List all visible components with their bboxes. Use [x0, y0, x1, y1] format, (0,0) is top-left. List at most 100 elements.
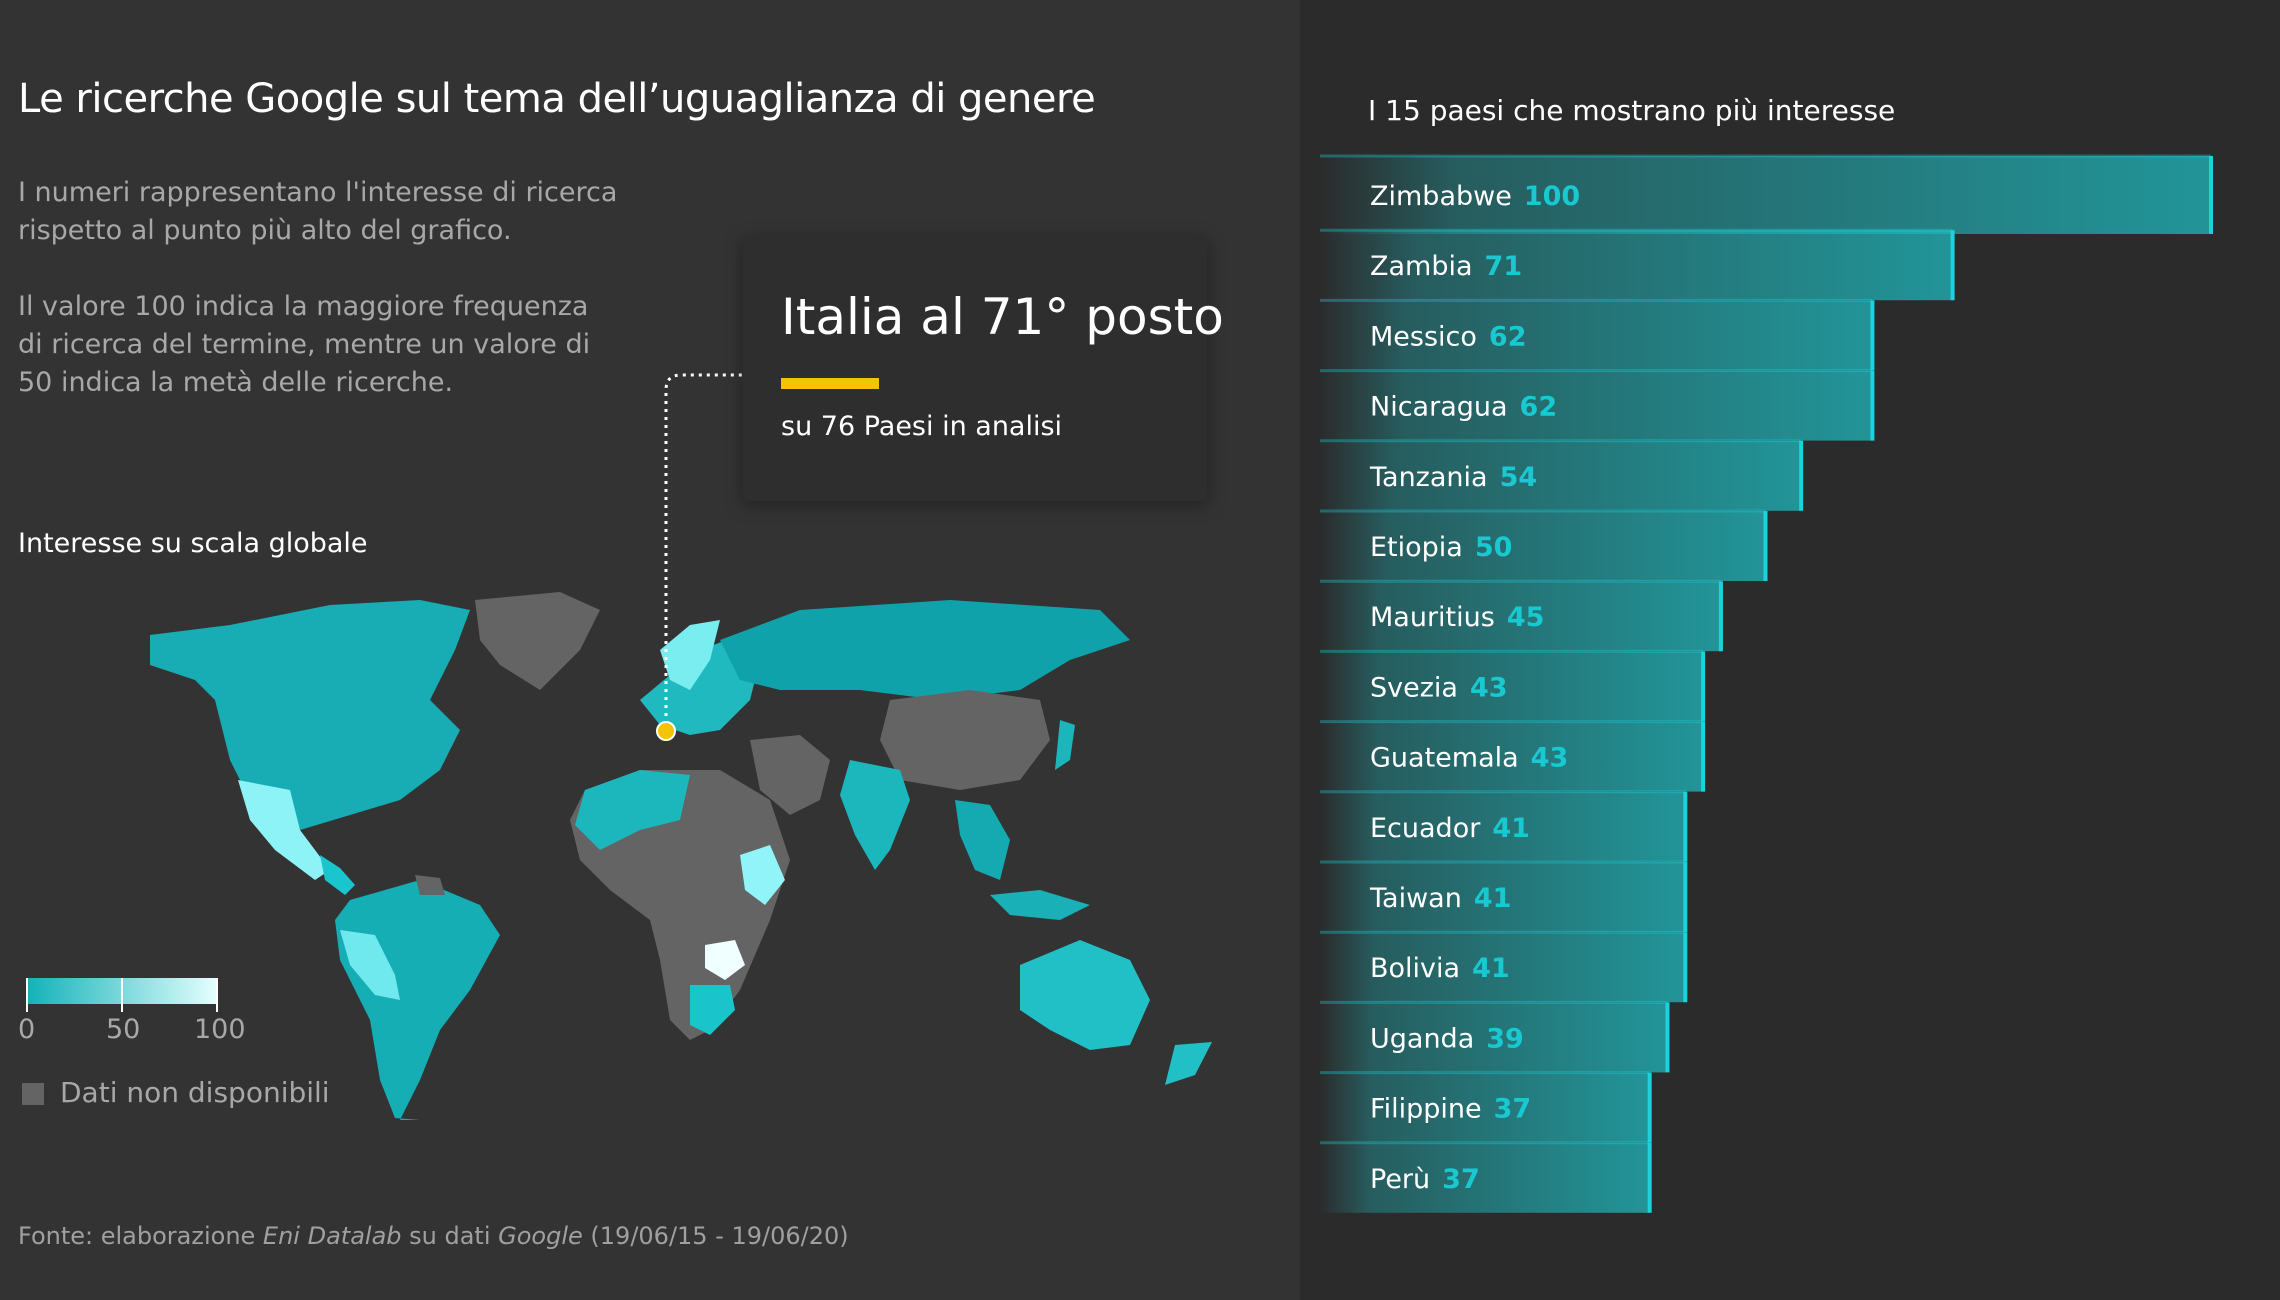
category-label: Ecuador: [1370, 813, 1481, 844]
source-middle: su dati: [401, 1222, 499, 1250]
bar: [1320, 1142, 1650, 1213]
value-label: 50: [1475, 532, 1513, 563]
category-label: Filippine: [1370, 1094, 1482, 1125]
value-label: 43: [1470, 672, 1508, 703]
bar-group: Filippine 37: [1320, 1071, 1652, 1143]
bar: [1320, 581, 1721, 652]
ranking-bar-chart: Zimbabwe 100 Zambia 71 Messico 62 Nicaragua 62 T…: [1320, 154, 2213, 1213]
map-region-zambia-zimbabwe: [705, 940, 745, 980]
value-label: 37: [1494, 1094, 1532, 1125]
category-label: Perù: [1370, 1164, 1430, 1195]
category-label: Zimbabwe: [1370, 181, 1512, 212]
map-region-russia: [720, 600, 1130, 700]
page-title: Le ricerche Google sul tema dell’uguagli…: [18, 76, 1096, 122]
bar-group: Guatemala 43: [1320, 720, 1706, 792]
bar: [1320, 511, 1766, 581]
bar-label: Guatemala 43: [1370, 743, 1568, 774]
bar-group: Zambia 71: [1320, 228, 1955, 301]
bar: [1320, 300, 1873, 371]
bar: [1320, 1002, 1668, 1073]
map-region-indonesia: [990, 890, 1090, 920]
map-region-guyana: [415, 875, 445, 895]
bar-label: Zambia 71: [1370, 251, 1522, 282]
map-region-north-africa: [575, 770, 690, 850]
map-region-central-america: [320, 855, 355, 895]
map-region-peru-bolivia: [340, 930, 400, 1000]
bar: [1320, 862, 1686, 932]
bar-label: Nicaragua 62: [1370, 392, 1557, 423]
category-label: Nicaragua: [1370, 392, 1508, 423]
category-label: Tanzania: [1369, 462, 1488, 493]
ranking-panel: I 15 paesi che mostrano più interesse Zi…: [1300, 0, 2280, 1300]
value-label: 41: [1492, 813, 1530, 844]
legend-tick-0: 0: [18, 1014, 36, 1045]
map-region-middle-east: [750, 735, 830, 815]
bar-group: Ecuador 41: [1320, 790, 1688, 862]
bar-group: Mauritius 45: [1320, 579, 1723, 652]
source-period: (19/06/15 - 19/06/20): [582, 1222, 849, 1250]
category-label: Uganda: [1370, 1023, 1474, 1054]
map-region-southern-africa: [690, 985, 735, 1035]
legend-tick-marks: [26, 978, 218, 1012]
bar-label: Mauritius 45: [1370, 602, 1544, 633]
value-label: 62: [1520, 392, 1558, 423]
bar-group: Svezia 43: [1320, 649, 1706, 722]
source-prefix: Fonte: elaborazione: [18, 1222, 263, 1250]
value-label: 39: [1486, 1023, 1524, 1054]
value-label: 41: [1474, 883, 1512, 914]
source-org: Eni Datalab: [262, 1222, 402, 1250]
category-label: Taiwan: [1369, 883, 1462, 914]
description-2: Il valore 100 indica la maggiore frequen…: [18, 291, 591, 398]
map-region-north-america: [150, 600, 470, 830]
bar: [1320, 156, 2211, 234]
category-label: Messico: [1370, 321, 1477, 352]
map-region-east-africa: [740, 845, 785, 905]
value-label: 62: [1489, 321, 1527, 352]
map-region-south-america: [335, 880, 500, 1120]
category-label: Bolivia: [1370, 953, 1460, 984]
bar-label: Messico 62: [1370, 321, 1526, 352]
legend-tick-100: 100: [194, 1014, 246, 1045]
value-label: 45: [1507, 602, 1545, 633]
value-label: 43: [1531, 743, 1569, 774]
bar-group: Perù 37: [1320, 1141, 1652, 1213]
bar-group: Bolivia 41: [1320, 930, 1688, 1003]
chart-title: I 15 paesi che mostrano più interesse: [1368, 94, 1896, 127]
category-label: Etiopia: [1370, 532, 1463, 563]
bar: [1320, 791, 1686, 862]
world-map: [150, 373, 1212, 1120]
map-panel: Le ricerche Google sul tema dell’uguagli…: [18, 76, 1224, 1250]
bar: [1320, 651, 1704, 722]
map-region-china: [880, 690, 1050, 790]
source-provider: Google: [498, 1222, 583, 1250]
bar-group: Zimbabwe 100: [1320, 154, 2213, 234]
bar-label: Uganda 39: [1370, 1023, 1524, 1054]
italy-marker: [656, 721, 676, 741]
category-label: Svezia: [1370, 672, 1458, 703]
map-title: Interesse su scala globale: [18, 528, 368, 559]
map-region-india: [840, 760, 910, 870]
map-region-greenland: [475, 592, 600, 690]
bar-label: Filippine 37: [1370, 1094, 1531, 1125]
callout-headline: Italia al 71° posto: [781, 288, 1224, 346]
value-label: 100: [1524, 181, 1580, 212]
callout-accent-bar: [781, 378, 879, 389]
bar-label: Svezia 43: [1370, 672, 1508, 703]
bar-group: Tanzania 54: [1320, 439, 1804, 511]
value-label: 71: [1485, 251, 1523, 282]
bar: [1320, 230, 1953, 301]
map-region-japan: [1055, 720, 1075, 770]
bar-label: Perù 37: [1370, 1164, 1480, 1195]
bar-group: Uganda 39: [1320, 1000, 1670, 1073]
category-label: Zambia: [1370, 251, 1473, 282]
bar-group: Nicaragua 62: [1320, 369, 1875, 441]
bar: [1320, 721, 1704, 792]
bar-group: Messico 62: [1320, 298, 1875, 371]
source-note: Fonte: elaborazione Eni Datalab su dati …: [18, 1222, 849, 1250]
value-label: 37: [1442, 1164, 1480, 1195]
no-data-label: Dati non disponibili: [60, 1076, 330, 1109]
legend-tick-50: 50: [106, 1014, 141, 1045]
bar: [1320, 1072, 1650, 1143]
italy-callout: Italia al 71° posto su 76 Paesi in anali…: [743, 236, 1224, 501]
description-1: I numeri rappresentano l'interesse di ri…: [18, 177, 618, 246]
